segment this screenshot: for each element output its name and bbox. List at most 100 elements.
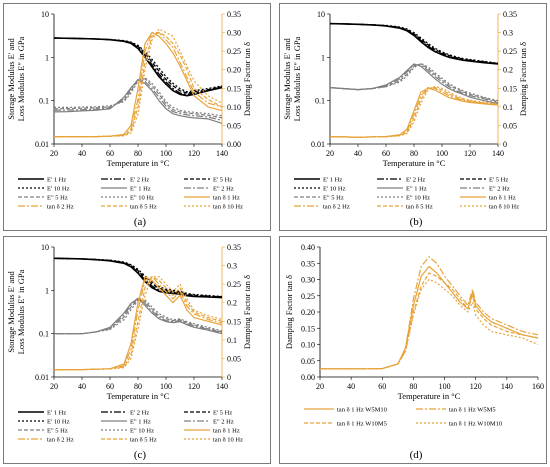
legend-label: E' 5 Hz (213, 410, 232, 417)
legend-label: tan δ 5 Hz (406, 204, 433, 211)
y-tick-label: 0.05 (301, 357, 315, 366)
series-line (54, 28, 223, 138)
series-line (329, 22, 499, 65)
y-tick-label: 0.20 (301, 308, 315, 317)
legend-label: tan δ 2 Hz (323, 204, 350, 211)
x-tick-label: 40 (354, 149, 362, 158)
legend-label: E" 1 Hz (130, 186, 151, 193)
y-tick-label: 0.35 (301, 259, 315, 268)
legend-label: tan δ 1 Hz (213, 428, 240, 435)
legend-label: E" 5 Hz (47, 195, 68, 202)
x-tick-label: 120 (464, 149, 476, 158)
y2-tick-label: 0.35 (503, 10, 517, 19)
x-tick-label: 80 (409, 382, 417, 391)
x-axis-label: Temperature in °C (107, 158, 170, 168)
y-tick-label: 0.1 (315, 97, 325, 106)
series-line (329, 63, 499, 103)
series-line (53, 257, 223, 298)
series-line (53, 37, 223, 94)
legend-label: E' 5 Hz (489, 177, 508, 184)
legend-label: E' 2 Hz (406, 177, 425, 184)
series-line (329, 63, 499, 104)
x-tick-label: 40 (78, 382, 86, 391)
y2-tick-label: 0.15 (503, 84, 517, 93)
y-tick-label: 0.00 (301, 373, 315, 382)
legend-label: E" 10 Hz (130, 428, 154, 435)
x-tick-label: 60 (378, 382, 386, 391)
x-tick-label: 100 (160, 149, 172, 158)
y-tick-label: 1 (321, 53, 325, 62)
y2-tick-label: 0.2 (503, 66, 513, 75)
series-line (53, 78, 223, 121)
y-tick-label: 0.10 (301, 341, 315, 350)
series-line (53, 78, 223, 119)
y-tick-label: 1 (45, 286, 49, 295)
y2-tick-label: 0.20 (227, 66, 241, 75)
panel-b: 20 40 60 80 100 120 140 0.01 0.1 1 10 0 0.05 0.1 0.15 0… (279, 3, 547, 231)
x-tick-label: 80 (134, 382, 142, 391)
x-tick-label: 140 (216, 149, 228, 158)
series-line (54, 299, 223, 335)
x-tick-label: 140 (492, 149, 504, 158)
y-tick-label: 10 (317, 10, 325, 19)
legend-label: tan δ 5 Hz (130, 437, 157, 444)
legend-label: tan δ 1 Hz (213, 195, 240, 202)
series-line (54, 276, 223, 371)
legend-label: E' 10 Hz (47, 419, 70, 426)
y-tick-label: 0.40 (301, 243, 315, 252)
series-line (54, 298, 223, 335)
panel-label-d: (d) (409, 449, 423, 461)
series-line (320, 272, 539, 370)
y2-axis-label: Damping Factor tan δ (518, 42, 528, 116)
x-tick-label: 60 (106, 382, 114, 391)
y2-tick-label: 0.05 (503, 121, 517, 130)
legend-label: E' 1 Hz (47, 177, 66, 184)
x-tick-label: 140 (216, 382, 228, 391)
legend-label: E" 2 Hz (213, 186, 234, 193)
x-tick-label: 120 (188, 382, 200, 391)
x-tick-label: 20 (50, 382, 58, 391)
y2-tick-label: 0.35 (227, 10, 241, 19)
legend-label: E' 5 Hz (213, 177, 232, 184)
chart-c: 20 40 60 80 100 120 1400.010.111000.050.10.150… (6, 243, 252, 444)
legend-label: E' 10 Hz (47, 186, 70, 193)
y-tick-label: 0.1 (39, 330, 49, 339)
panel-c: 20 40 60 80 100 120 140 0.01 0.1 1 10 0 0.05 0.1 0.15 0… (3, 236, 271, 464)
legend-label: tan δ 5 Hz (130, 204, 157, 211)
series-line (329, 62, 499, 102)
y-tick-label: 10 (41, 10, 49, 19)
legend-label: E" 2 Hz (489, 186, 510, 193)
series-line (320, 265, 539, 370)
x-axis-label: Temperature in °C (383, 158, 446, 168)
series-line (54, 32, 223, 138)
legend-label: E' 2 Hz (130, 177, 149, 184)
y-axis-label: Damping Factor tan δ (284, 275, 294, 349)
legend-label: tan δ 1 Hz W10M10 (449, 421, 502, 428)
x-tick-label: 120 (188, 149, 200, 158)
y-axis-label: Storage Modulus E' andLoss Modulus E" in… (6, 269, 26, 354)
legend-label: E" 1 Hz (406, 186, 427, 193)
legend-label: E' 10 Hz (323, 186, 346, 193)
y2-tick-label: 0.15 (227, 84, 241, 93)
legend-label: tan δ 1 Hz W5M10 (337, 407, 387, 414)
x-tick-label: 120 (470, 382, 482, 391)
x-tick-label: 160 (532, 382, 544, 391)
y-axis-label: Storage Modulus E' andLoss Modulus E" in… (6, 36, 26, 121)
y2-tick-label: 0 (503, 140, 507, 149)
y2-tick-label: 0.3 (227, 262, 237, 271)
chart-b: 20 40 60 80 100 120 1400.010.111000.050.10.150… (282, 10, 528, 211)
chart-a: 20 40 60 80 100 120 140 0.01 0.1 1 10 0.00 0.05 0.10 0… (6, 10, 252, 211)
y2-tick-label: 0.05 (227, 121, 241, 130)
y2-axis-label: Damping Factor tan δ (242, 42, 252, 116)
x-tick-label: 140 (501, 382, 513, 391)
series-line (53, 257, 223, 299)
x-tick-label: 100 (436, 149, 448, 158)
series-line (329, 86, 499, 138)
series-line (53, 79, 223, 124)
y-tick-label: 0.01 (35, 373, 49, 382)
x-axis-label: Temperature in °C (398, 391, 461, 401)
x-tick-label: 20 (316, 382, 324, 391)
series-line (53, 37, 223, 93)
series-line (53, 257, 223, 298)
